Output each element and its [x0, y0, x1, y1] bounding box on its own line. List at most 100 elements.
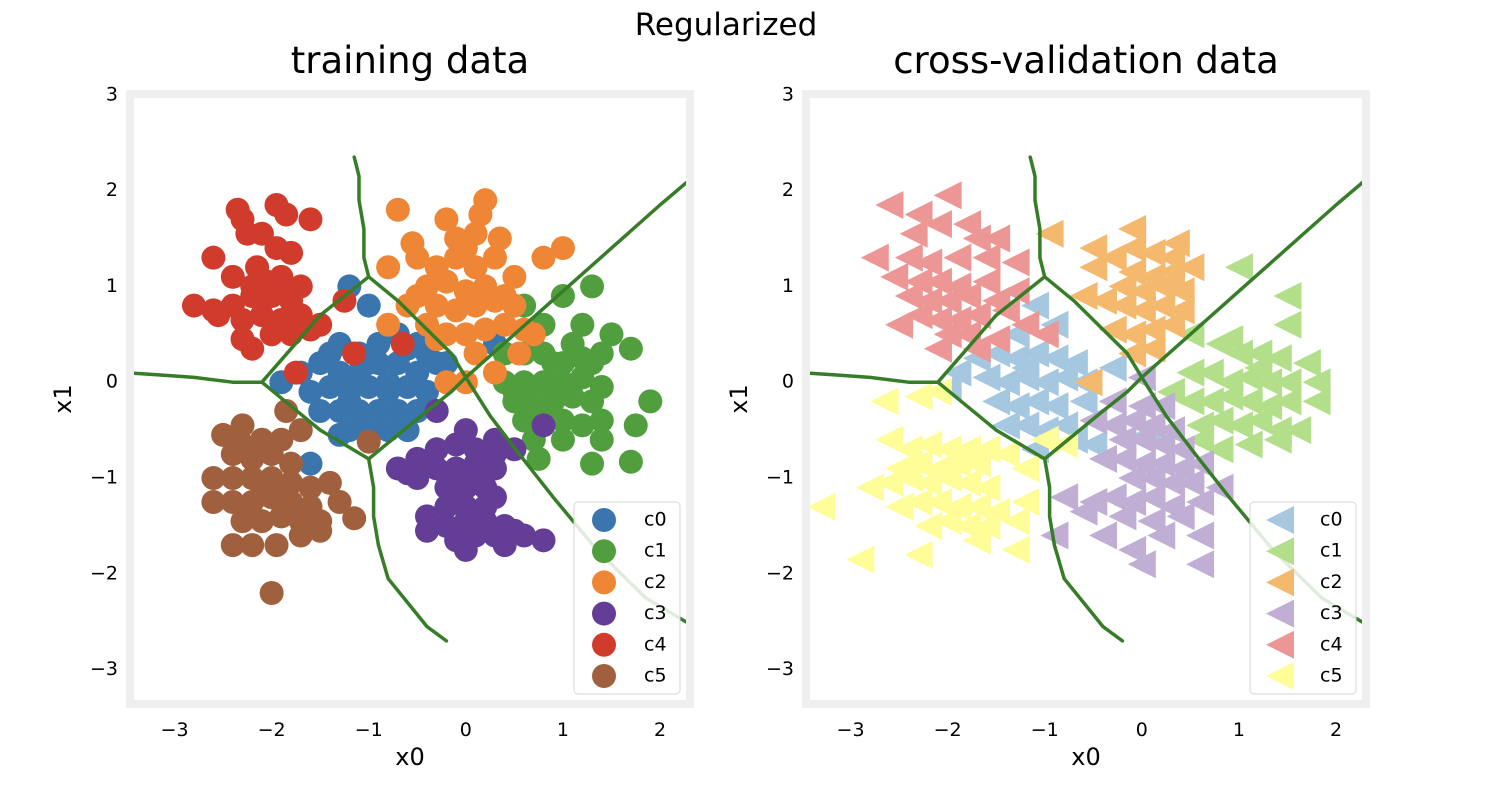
- data-point: [991, 368, 1020, 397]
- x-tick-label: −2: [258, 719, 286, 741]
- data-point: [1127, 392, 1156, 421]
- data-point: [531, 370, 556, 395]
- data-point: [366, 331, 391, 356]
- data-point: [991, 440, 1020, 469]
- data-point: [962, 526, 991, 555]
- y-tick-label: 3: [106, 83, 118, 105]
- data-point: [201, 490, 226, 514]
- legend-marker: [592, 601, 616, 626]
- data-point: [502, 264, 527, 289]
- data-point: [541, 351, 566, 376]
- data-point: [972, 473, 1001, 502]
- legend: c0 c1 c2 c3 c4 c5: [1249, 501, 1357, 695]
- data-point: [526, 446, 551, 471]
- data-point: [1001, 248, 1030, 277]
- data-point: [424, 456, 449, 481]
- data-point: [424, 293, 449, 318]
- data-point: [482, 360, 507, 385]
- data-point: [1224, 253, 1253, 282]
- data-point: [599, 322, 624, 347]
- x-tick-label: 2: [654, 719, 666, 741]
- data-point: [1088, 286, 1117, 315]
- data-point: [1176, 468, 1205, 497]
- data-point: [356, 375, 381, 400]
- data-point: [943, 492, 972, 521]
- chart-title: cross-validation data: [893, 39, 1279, 82]
- data-point: [1186, 425, 1215, 454]
- data-point: [259, 322, 284, 347]
- data-point: [962, 334, 991, 363]
- x-axis-label: x0: [1071, 743, 1100, 771]
- data-point: [953, 282, 982, 310]
- data-point: [923, 334, 952, 363]
- legend-entry: c1: [644, 540, 667, 562]
- data-point: [1050, 411, 1079, 440]
- data-point: [1195, 358, 1224, 387]
- x-tick-label: −3: [837, 719, 865, 741]
- y-tick-label: −3: [90, 658, 118, 680]
- data-point: [206, 303, 231, 328]
- data-point: [1001, 392, 1030, 421]
- data-point: [502, 293, 527, 318]
- data-point: [482, 288, 507, 313]
- data-point: [972, 511, 1001, 540]
- data-point: [298, 451, 323, 476]
- data-point: [885, 492, 914, 521]
- data-point: [1108, 444, 1137, 473]
- data-point: [1215, 382, 1244, 411]
- data-point: [507, 341, 532, 366]
- data-point: [482, 456, 507, 481]
- data-point: [875, 190, 904, 219]
- data-point: [249, 509, 274, 534]
- data-point: [943, 305, 972, 334]
- y-tick-label: −2: [90, 562, 118, 584]
- data-point: [904, 301, 933, 330]
- data-point: [1118, 258, 1147, 287]
- decision-boundary-line: [1140, 180, 1362, 380]
- data-point: [894, 243, 923, 272]
- data-point: [914, 468, 943, 497]
- legend-marker: [592, 570, 616, 595]
- data-point: [259, 581, 284, 606]
- data-point: [317, 470, 342, 495]
- data-point: [1118, 464, 1147, 493]
- legend-marker: [592, 664, 616, 688]
- series-c5: [810, 377, 1079, 574]
- data-point: [444, 485, 469, 510]
- data-point: [434, 269, 459, 294]
- y-tick-label: 2: [106, 179, 118, 201]
- series-c2: [1035, 214, 1205, 397]
- data-point: [1205, 406, 1234, 435]
- series-c5: [201, 398, 381, 606]
- data-point: [1108, 291, 1137, 320]
- data-point: [531, 528, 556, 553]
- legend-entry: c2: [1320, 571, 1343, 593]
- data-point: [269, 480, 294, 505]
- data-point: [405, 466, 430, 491]
- data-point: [1035, 219, 1064, 248]
- data-point: [1156, 416, 1185, 445]
- y-tick-label: 1: [106, 275, 118, 297]
- data-point: [933, 320, 962, 349]
- data-point: [385, 398, 410, 423]
- data-point: [356, 429, 381, 454]
- data-point: [933, 507, 962, 536]
- data-point: [444, 456, 469, 481]
- data-point: [914, 286, 943, 315]
- data-point: [914, 511, 943, 540]
- data-point: [904, 267, 933, 296]
- data-point: [580, 351, 605, 376]
- data-point: [463, 466, 488, 491]
- data-point: [1030, 368, 1059, 397]
- data-point: [298, 379, 323, 404]
- y-tick-label: 0: [782, 371, 794, 393]
- data-point: [982, 497, 1011, 526]
- data-point: [1263, 344, 1292, 373]
- data-point: [1040, 392, 1069, 421]
- data-point: [904, 540, 933, 569]
- data-point: [1118, 234, 1147, 263]
- decision-boundary-line: [464, 180, 686, 380]
- data-point: [550, 408, 575, 433]
- data-point: [1040, 344, 1069, 373]
- data-point: [855, 473, 884, 502]
